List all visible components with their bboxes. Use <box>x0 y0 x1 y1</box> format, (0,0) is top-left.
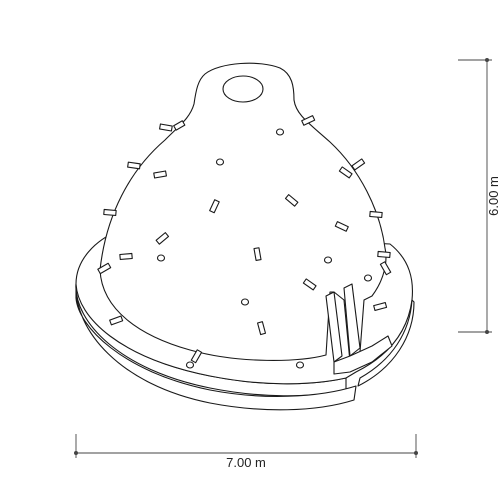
grip <box>159 123 173 132</box>
grip <box>301 115 316 126</box>
grip <box>215 158 225 166</box>
height-dimension: 6.00 m <box>458 58 501 334</box>
grip <box>256 321 267 336</box>
grip <box>253 247 262 261</box>
grip <box>127 161 141 170</box>
width-dimension-label: 7.00 m <box>226 455 266 470</box>
grip <box>363 274 373 282</box>
grip <box>351 158 366 171</box>
grip <box>369 210 383 219</box>
base-ring-end-cap <box>357 299 415 387</box>
grip <box>97 262 112 275</box>
grip <box>156 254 166 262</box>
grip <box>153 170 167 179</box>
grip <box>373 301 388 312</box>
climbing-grips <box>97 115 392 369</box>
base-ring-front-band <box>75 283 357 411</box>
slot-floor-step <box>333 335 393 375</box>
slot-inner-wall-left <box>325 291 343 363</box>
grip <box>379 261 392 276</box>
grip <box>334 221 349 232</box>
grip <box>119 252 133 261</box>
slot-inner-wall-right <box>343 283 361 357</box>
height-dimension-label: 6.00 m <box>486 176 501 216</box>
grip <box>275 128 285 136</box>
grip <box>323 256 333 264</box>
grip <box>190 349 203 364</box>
grip <box>185 361 195 369</box>
grip <box>173 120 186 131</box>
grip <box>109 315 124 326</box>
grip <box>155 232 170 245</box>
top-loop-opening <box>222 75 264 103</box>
grip <box>240 298 250 306</box>
grip <box>338 166 353 179</box>
width-dimension: 7.00 m <box>74 434 418 470</box>
grip <box>209 199 220 214</box>
grip <box>377 250 391 259</box>
grip <box>295 361 305 369</box>
grip <box>302 278 317 291</box>
grip <box>284 194 299 207</box>
grip <box>103 208 117 217</box>
